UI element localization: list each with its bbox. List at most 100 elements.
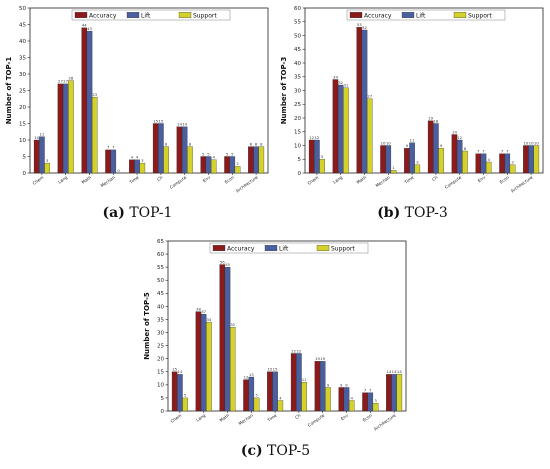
bar-value-label: 8: [250, 141, 253, 146]
y-axis-label: Number of TOP-1: [5, 57, 13, 125]
bar-value-label: 55: [225, 262, 230, 267]
bar-value-label: 8: [255, 141, 258, 146]
chart-panel-top3: 0 5 10 15 20 25 30 35 40 45 50 55 60 Number of TOP-3 1…: [275, 0, 550, 230]
bar-accuracy: [195, 311, 202, 412]
category-label: Compute: [307, 412, 326, 427]
category-label: Mechan: [375, 175, 392, 189]
bar-accuracy: [332, 79, 339, 174]
y-tick-label: 50: [19, 6, 26, 12]
bar-value-label: 5: [255, 393, 258, 398]
bar-value-label: 37: [201, 309, 206, 314]
bar-accuracy: [105, 149, 111, 174]
bar-accuracy: [451, 134, 458, 174]
bar-value-label: 7: [477, 149, 480, 154]
bar-value-label: 4: [131, 155, 134, 160]
bar-lift: [337, 84, 344, 174]
category-label: Econ: [224, 175, 235, 185]
bar-support: [396, 374, 403, 412]
bar-accuracy: [386, 374, 392, 412]
bar-lift: [205, 156, 212, 174]
bar-support: [414, 164, 421, 174]
bar-value-label: 4: [488, 157, 491, 162]
bar-support: [348, 400, 355, 412]
bar-value-label: 31: [344, 83, 349, 88]
bar-value-label: 4: [351, 395, 354, 400]
plot-frame: [167, 240, 407, 412]
category-label: Compute: [444, 174, 463, 189]
legend-label-accuracy: Accuracy: [364, 12, 392, 19]
bar-value-label: 11: [39, 132, 44, 137]
bar-value-label: 13: [249, 372, 254, 377]
bar-support: [139, 162, 146, 174]
bar-value-label: 8: [260, 141, 263, 146]
category-label: Env: [340, 412, 350, 421]
bar-value-label: 10: [34, 135, 39, 140]
y-axis-label: Number of TOP-3: [280, 57, 288, 125]
caption-text: TOP-3: [400, 205, 448, 221]
y-tick-label: 20: [19, 105, 26, 111]
bar-accuracy: [267, 371, 273, 412]
bar-lift: [385, 145, 392, 174]
bar-lift: [409, 142, 415, 174]
bar-value-label: 15: [172, 367, 177, 372]
bar-lift: [177, 374, 183, 412]
y-tick-label: 60: [294, 6, 301, 12]
bar-value-label: 14: [177, 122, 182, 127]
category-label: Econ: [362, 413, 373, 423]
category-label: Chem: [307, 175, 320, 186]
y-tick-label: 40: [157, 304, 164, 310]
bar-value-label: 15: [158, 118, 163, 123]
bar-accuracy: [290, 353, 297, 412]
bar-value-label: 7: [107, 145, 110, 150]
bar-accuracy: [152, 123, 159, 174]
category-label: Architecture: [510, 174, 534, 193]
chart-panel-top5: 0 5 10 15 20 25 30 35 40 45 50 55 60 65 Number of TOP-…: [138, 233, 413, 469]
category-label: Time: [403, 174, 415, 185]
bar-value-label: 23: [92, 92, 97, 97]
y-tick-label: 65: [157, 239, 164, 245]
y-tick-label: 0: [298, 171, 302, 177]
legend-swatch-support: [453, 12, 467, 18]
bar-value-label: 14: [386, 369, 391, 374]
bar-value-label: 53: [357, 22, 362, 27]
legend: Accuracy Lift Support: [209, 242, 369, 254]
y-tick-label: 45: [19, 22, 26, 28]
bar-accuracy: [129, 159, 135, 174]
legend-label-accuracy: Accuracy: [89, 12, 117, 19]
y-tick-label: 55: [294, 20, 301, 26]
legend-swatch-support: [316, 245, 330, 251]
bar-value-label: 5: [231, 151, 234, 156]
bar-lift: [314, 139, 320, 174]
bar-accuracy: [499, 153, 505, 174]
bar-accuracy: [81, 27, 88, 174]
y-tick-label: 40: [294, 61, 301, 67]
bar-accuracy: [380, 145, 386, 174]
bar-value-label: 0: [117, 168, 120, 173]
bar-value-label: 15: [273, 367, 278, 372]
bar-value-label: 14: [182, 122, 187, 127]
bar-accuracy: [308, 139, 315, 174]
legend-label-support: Support: [468, 12, 492, 19]
bar-support: [91, 96, 98, 174]
bar-lift: [158, 123, 164, 174]
y-tick-label: 35: [294, 75, 301, 81]
bar-value-label: 38: [196, 306, 201, 311]
bar-value-label: 4: [213, 155, 216, 160]
y-axis-label: Number of TOP-5: [143, 292, 151, 360]
bar-value-label: 14: [177, 369, 182, 374]
bar-support: [390, 170, 397, 174]
bar-value-label: 7: [112, 145, 115, 150]
bar-accuracy: [427, 120, 434, 174]
legend-swatch-support: [178, 12, 192, 18]
bar-lift: [480, 153, 487, 174]
bar-value-label: 8: [464, 146, 467, 151]
bar-value-label: 14: [397, 369, 402, 374]
y-tick-label: 50: [294, 33, 301, 39]
bar-value-label: 27: [63, 79, 68, 84]
bar-lift: [253, 146, 259, 174]
bar-value-label: 1: [392, 165, 395, 170]
y-tick-label: 35: [19, 55, 26, 61]
y-tick-label: 5: [161, 396, 165, 402]
y-tick-label: 55: [157, 265, 164, 271]
